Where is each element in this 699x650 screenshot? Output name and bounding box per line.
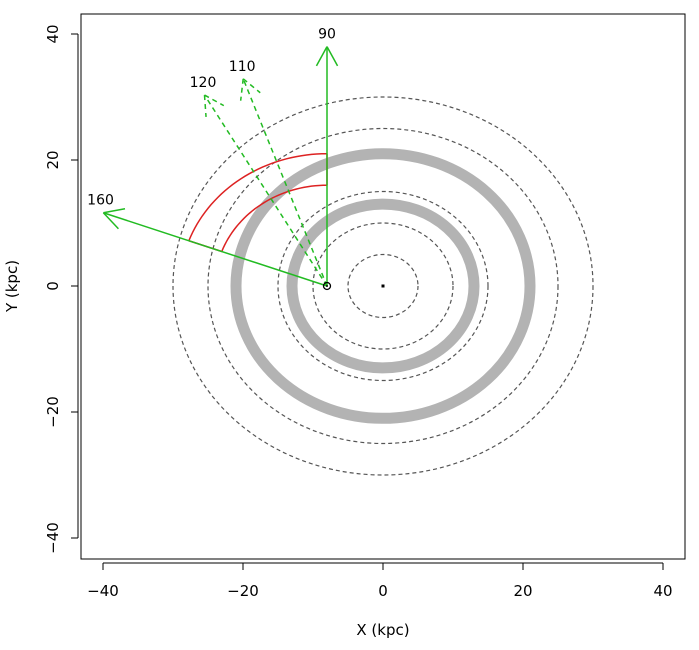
dashed-circle-5 [347, 253, 419, 319]
gray-ring-21 [230, 148, 536, 424]
dashed-circle-10 [312, 222, 454, 350]
x-tick-label: −40 [87, 582, 119, 600]
sun-marker-dot [326, 285, 328, 287]
galactic-center-marker [381, 284, 385, 288]
sight-line-label-90: 90 [318, 27, 336, 43]
sight-line-label-120: 120 [190, 75, 217, 91]
arrowhead-110-1 [239, 78, 244, 101]
sight-line-label-110: 110 [229, 59, 256, 75]
circles-layer [172, 96, 594, 476]
axes-layer: −40 −20 0 20 40 −40 −20 0 20 40 [44, 24, 673, 600]
x-axis-label: X (kpc) [356, 621, 409, 639]
sight-line-160 [103, 212, 328, 287]
y-tick-label: −40 [44, 522, 62, 554]
arrowhead-90-1 [315, 46, 328, 67]
red-arc-16 [221, 184, 328, 252]
gray-ring-13 [286, 198, 480, 374]
y-tick-label: 0 [44, 281, 62, 291]
dashed-circle-25 [207, 127, 559, 445]
sight-line-110 [242, 78, 328, 287]
x-tick-label: 0 [378, 582, 388, 600]
arrowhead-160-1 [102, 212, 119, 230]
arrowhead-120-1 [203, 94, 207, 118]
x-tick-label: −20 [227, 582, 259, 600]
dashed-circle-15 [277, 190, 489, 382]
x-tick-label: 20 [513, 582, 532, 600]
arrowhead-160-0 [103, 207, 126, 214]
y-tick-label: −20 [44, 396, 62, 428]
plot-frame [80, 13, 686, 560]
sight-line-120 [203, 94, 328, 287]
arrowhead-90-0 [326, 46, 339, 67]
x-tick-label: 40 [653, 582, 672, 600]
red-arc-21 [188, 152, 328, 242]
y-tick-label: 20 [44, 150, 62, 169]
dashed-circle-30 [172, 96, 594, 476]
arrowhead-110-0 [242, 78, 261, 94]
sun-marker [322, 281, 332, 291]
sight-line-label-160: 160 [87, 193, 114, 209]
y-tick-label: 40 [44, 24, 62, 43]
y-axis-label: Y (kpc) [3, 260, 21, 313]
arrowhead-120-0 [204, 94, 225, 107]
sight-lines-layer: 90 110 120 160 [87, 27, 339, 291]
